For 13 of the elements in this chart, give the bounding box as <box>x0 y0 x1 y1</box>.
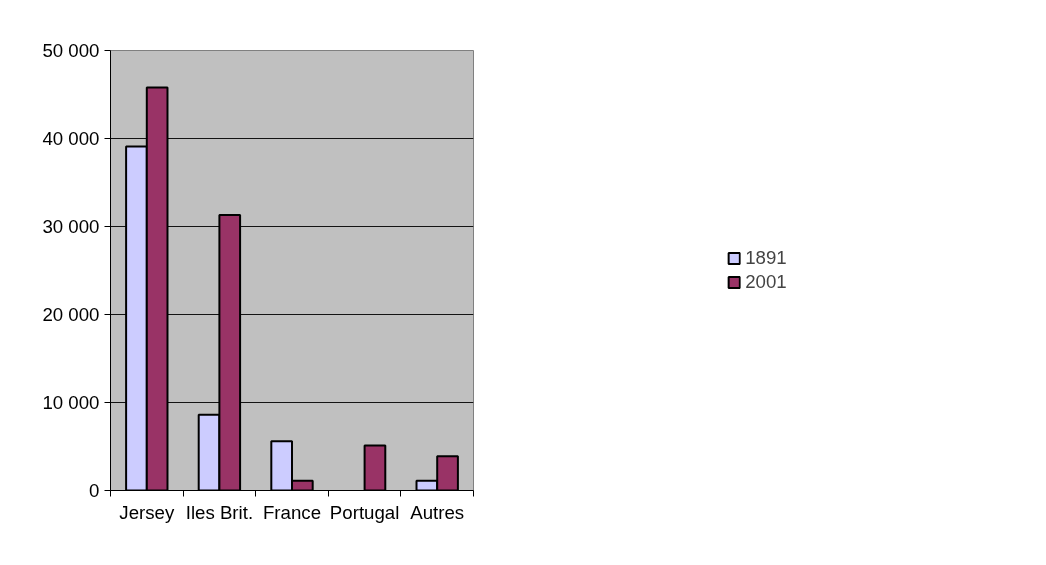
y-tick-label: 30 000 <box>42 216 100 237</box>
y-tick-label: 20 000 <box>42 304 100 325</box>
x-tick-label: Iles Brit. <box>185 501 254 523</box>
legend-label: 1891 <box>745 247 787 269</box>
y-tick-label: 10 000 <box>42 392 100 413</box>
y-tick-label: 40 000 <box>42 128 100 149</box>
legend-label: 2001 <box>745 271 787 293</box>
x-tick-label: Portugal <box>329 501 400 523</box>
y-tick-label: 50 000 <box>42 40 100 61</box>
x-tick-label: France <box>262 501 322 523</box>
x-tick-label: Jersey <box>119 501 175 523</box>
y-tick-label: 0 <box>89 480 100 501</box>
x-tick-label: Autres <box>410 501 465 523</box>
